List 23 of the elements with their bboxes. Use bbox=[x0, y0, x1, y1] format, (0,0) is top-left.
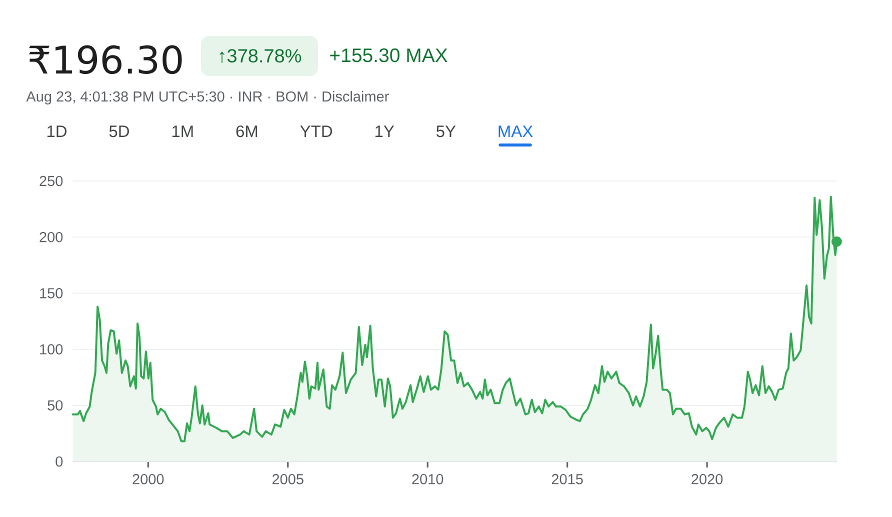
y-tick-label: 150 bbox=[40, 288, 63, 298]
y-tick-label: 100 bbox=[40, 344, 63, 354]
y-tick-label: 0 bbox=[56, 456, 63, 467]
y-tick-label: 50 bbox=[48, 400, 63, 411]
text: 6M bbox=[236, 125, 258, 138]
x-tick-label: 2015 bbox=[552, 474, 583, 484]
chart-title: ₹196.30 bbox=[29, 45, 182, 74]
x-tick-label: 2020 bbox=[692, 474, 723, 484]
y-tick-label: 250 bbox=[40, 176, 63, 186]
chart-subtitle: Aug 23, 4:01:38 PM UTC+5:30 · INR · BOM · Disclaimer bbox=[26, 90, 389, 105]
text: ↑378.78% bbox=[220, 49, 302, 63]
text: MAX bbox=[498, 126, 533, 137]
x-tick-label: 2000 bbox=[132, 474, 164, 484]
text: 1Y bbox=[375, 126, 394, 137]
text: +155.30 MAX bbox=[330, 48, 448, 62]
x-tick-label: 2005 bbox=[272, 474, 304, 484]
text: 5Y bbox=[436, 126, 456, 138]
text: YTD bbox=[300, 126, 332, 137]
text: 1D bbox=[47, 126, 66, 137]
text: 1M bbox=[172, 126, 193, 137]
y-tick-label: 200 bbox=[40, 232, 63, 242]
x-tick-label: 2010 bbox=[412, 474, 444, 484]
text: 5D bbox=[109, 126, 129, 138]
